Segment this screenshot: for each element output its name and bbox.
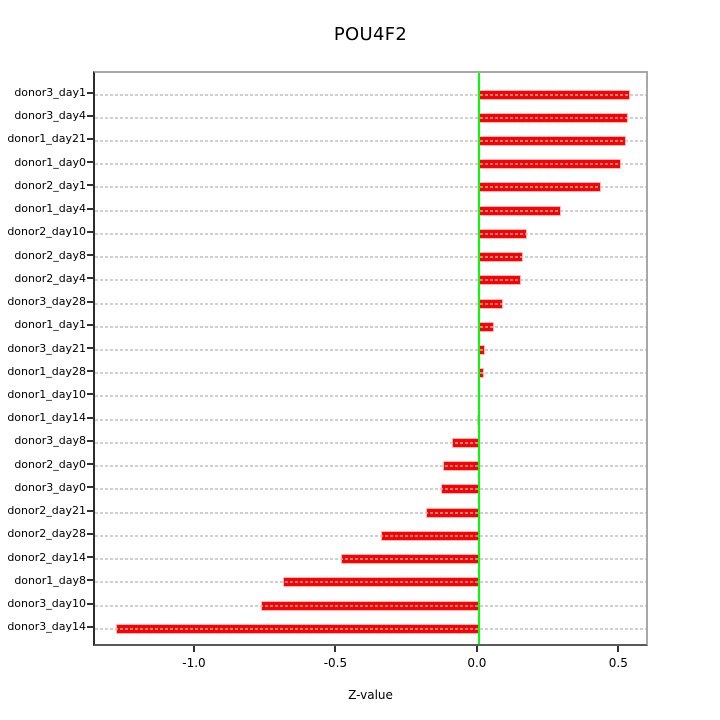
x-axis-tick-label: 0.5	[608, 656, 628, 670]
y-axis-tick	[87, 393, 93, 396]
y-axis-tick	[87, 323, 93, 326]
x-axis-tick	[475, 646, 478, 652]
x-axis-title: Z-value	[348, 688, 393, 702]
y-axis-label: donor1_day0	[14, 155, 86, 169]
y-axis-tick	[87, 114, 93, 117]
grid-line	[95, 256, 646, 259]
grid-line	[95, 186, 646, 189]
grid-line	[95, 418, 646, 421]
y-axis-tick	[87, 161, 93, 164]
y-axis-label: donor3_day14	[7, 620, 86, 634]
y-axis-tick	[87, 579, 93, 582]
zero-line	[477, 73, 480, 644]
y-axis-label: donor3_day28	[7, 295, 86, 309]
x-axis-tick	[617, 646, 620, 652]
y-axis-tick	[87, 439, 93, 442]
grid-line	[95, 302, 646, 305]
y-axis-tick	[87, 509, 93, 512]
x-axis-tick-label: -1.0	[182, 656, 206, 670]
x-axis-tick	[192, 646, 195, 652]
y-axis-tick	[87, 463, 93, 466]
grid-line	[95, 372, 646, 375]
grid-line	[95, 441, 646, 444]
grid-line	[95, 139, 646, 142]
grid-line	[95, 116, 646, 119]
y-axis-tick	[87, 300, 93, 303]
y-axis-tick	[87, 184, 93, 187]
grid-line	[95, 627, 646, 630]
y-axis-label: donor1_day8	[14, 573, 86, 587]
y-axis-tick	[87, 207, 93, 210]
grid-line	[95, 604, 646, 607]
y-axis-label: donor1_day1	[14, 318, 86, 332]
plot-area	[93, 71, 648, 646]
grid-line	[95, 488, 646, 491]
y-axis-label: donor2_day0	[14, 457, 86, 471]
y-axis-label: donor1_day10	[7, 387, 86, 401]
y-axis-tick	[87, 347, 93, 350]
y-axis-label: donor2_day1	[14, 178, 86, 192]
grid-line	[95, 349, 646, 352]
x-axis-tick	[334, 646, 337, 652]
y-axis-label: donor3_day8	[14, 434, 86, 448]
grid-line	[95, 395, 646, 398]
y-axis-label: donor3_day1	[14, 86, 86, 99]
y-axis-label: donor2_day28	[7, 527, 86, 541]
grid-line	[95, 465, 646, 468]
y-axis-label: donor3_day0	[14, 480, 86, 494]
chart-title: POU4F2	[333, 24, 408, 45]
y-axis-tick	[87, 556, 93, 559]
grid-line	[95, 232, 646, 235]
y-axis-tick	[87, 137, 93, 140]
y-axis-label: donor3_day4	[14, 109, 86, 123]
y-axis-tick	[87, 254, 93, 257]
y-axis-tick	[87, 370, 93, 373]
y-axis-tick	[87, 625, 93, 628]
grid-line	[95, 511, 646, 514]
y-axis-label: donor3_day10	[7, 597, 86, 611]
y-axis-label: donor1_day21	[7, 132, 86, 146]
grid-line	[95, 279, 646, 282]
grid-line	[95, 325, 646, 328]
y-axis-tick	[87, 91, 93, 94]
y-axis-label: donor1_day4	[14, 202, 86, 216]
y-axis-tick	[87, 486, 93, 489]
y-axis-label: donor2_day8	[14, 248, 86, 262]
grid-line	[95, 534, 646, 537]
x-axis-tick-label: 0.0	[467, 656, 487, 670]
grid-line	[95, 163, 646, 166]
y-axis-label: donor2_day10	[7, 225, 86, 239]
y-axis-label: donor2_day21	[7, 504, 86, 518]
y-axis-tick	[87, 602, 93, 605]
y-axis-label: donor2_day4	[14, 271, 86, 285]
y-axis-label: donor1_day28	[7, 364, 86, 378]
y-axis-label: donor2_day14	[7, 550, 86, 564]
grid-line	[95, 93, 646, 96]
y-axis-tick	[87, 532, 93, 535]
x-axis-tick-label: -0.5	[323, 656, 348, 670]
grid-line	[95, 581, 646, 584]
y-axis-tick	[87, 416, 93, 419]
y-axis-tick	[87, 230, 93, 233]
y-axis-tick	[87, 277, 93, 280]
grid-line	[95, 558, 646, 561]
y-axis-label: donor1_day14	[7, 411, 86, 425]
y-axis-label: donor3_day21	[7, 341, 86, 355]
grid-line	[95, 209, 646, 212]
